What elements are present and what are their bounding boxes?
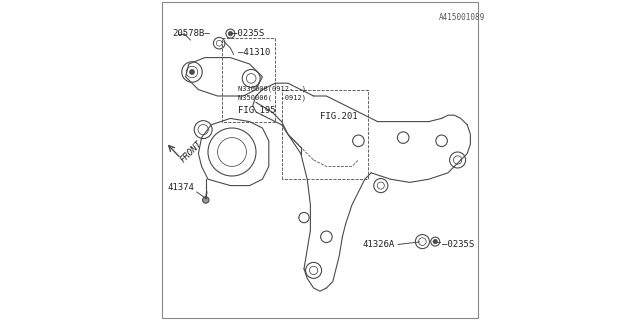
Text: N350006(  -0912): N350006( -0912) xyxy=(239,94,307,101)
Polygon shape xyxy=(198,118,269,186)
Polygon shape xyxy=(186,58,262,96)
Text: —0235S: —0235S xyxy=(442,240,474,249)
Text: FRONT: FRONT xyxy=(179,139,204,165)
Text: —41310: —41310 xyxy=(239,48,271,57)
Text: FIG.201: FIG.201 xyxy=(320,112,358,121)
Text: FIG.195: FIG.195 xyxy=(239,106,276,115)
Circle shape xyxy=(189,69,195,75)
Circle shape xyxy=(202,197,209,203)
Circle shape xyxy=(228,31,233,36)
Text: A415001089: A415001089 xyxy=(438,13,484,22)
Text: N330008(0912-  ): N330008(0912- ) xyxy=(239,86,307,92)
Circle shape xyxy=(433,239,438,244)
Text: 41374: 41374 xyxy=(168,183,195,192)
Text: 20578B—: 20578B— xyxy=(173,29,211,38)
Text: —0235S: —0235S xyxy=(232,29,264,38)
Text: 41326A: 41326A xyxy=(363,240,396,249)
